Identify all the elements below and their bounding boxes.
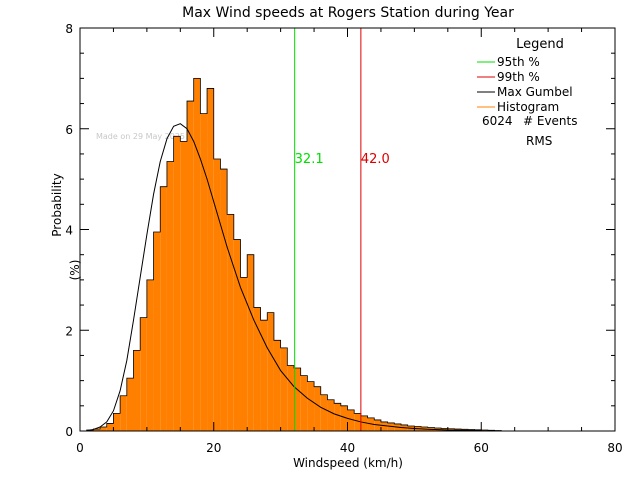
legend-item-label: Max Gumbel <box>497 85 573 99</box>
y-axis-label-line2: (%) <box>68 260 82 281</box>
y-tick-label: 6 <box>65 123 73 137</box>
gumbel-curve <box>86 123 482 431</box>
histogram-bar <box>307 381 315 431</box>
histogram-bar <box>387 422 395 431</box>
histogram-bar <box>220 169 228 432</box>
histogram-bar <box>374 419 381 431</box>
histogram-bar <box>200 113 208 431</box>
histogram-bar <box>300 375 308 431</box>
legend-item-label: 99th % <box>497 70 540 84</box>
y-axis-label-line1: Probability <box>50 173 64 236</box>
histogram-bar <box>267 312 274 431</box>
histogram-bar <box>280 347 288 431</box>
histogram-bar <box>106 423 114 431</box>
x-tick-label: 20 <box>206 441 221 455</box>
legend-item-label: 95th % <box>497 55 540 69</box>
x-tick-label: 0 <box>76 441 84 455</box>
histogram-bar <box>146 279 154 431</box>
histogram-bar <box>166 161 174 431</box>
legend-title: Legend <box>516 37 564 52</box>
histogram-bar <box>273 340 281 431</box>
histogram-bar <box>213 158 221 431</box>
legend-events-label: # Events <box>523 114 578 128</box>
histogram-bar <box>227 214 234 431</box>
histogram-bar <box>113 413 121 431</box>
histogram-bar <box>187 101 194 431</box>
histogram-bar <box>247 254 254 431</box>
histogram-bar <box>287 365 294 431</box>
watermark-text: Made on 29 May 2025 <box>96 132 185 141</box>
histogram-bar <box>233 239 241 431</box>
legend-rms-label: RMS <box>526 134 552 148</box>
histogram-bar <box>160 186 167 431</box>
histogram-bar <box>120 395 127 431</box>
histogram-outline <box>86 77 502 431</box>
histogram-bar <box>481 429 488 431</box>
percentile-label: 32.1 <box>295 152 324 167</box>
histogram-bar <box>100 426 107 431</box>
histogram-bar <box>354 413 361 431</box>
histogram-bar <box>327 399 335 431</box>
histogram-bar <box>193 78 201 431</box>
histogram-bar <box>253 307 261 431</box>
x-axis-label: Windspeed (km/h) <box>293 456 403 470</box>
histogram-bar <box>367 417 375 431</box>
histogram-bar <box>173 136 181 431</box>
x-tick-label: 60 <box>474 441 489 455</box>
histogram-bar <box>360 415 368 431</box>
histogram-bar <box>153 232 161 431</box>
histogram-bar <box>180 141 187 431</box>
histogram-bar <box>260 320 268 431</box>
histogram-bar <box>126 378 134 431</box>
percentile-label: 42.0 <box>361 152 390 167</box>
histogram-bar <box>294 368 301 431</box>
histogram-bar <box>347 409 355 431</box>
histogram-bar <box>380 421 388 431</box>
chart-title: Max Wind speeds at Rogers Station during… <box>182 5 514 21</box>
y-tick-label: 2 <box>65 324 73 338</box>
x-tick-label: 40 <box>340 441 355 455</box>
y-tick-label: 0 <box>65 425 73 439</box>
histogram-bar <box>320 394 328 431</box>
histogram-bar <box>314 386 321 431</box>
y-tick-label: 4 <box>65 224 73 238</box>
histogram-bar <box>240 277 248 431</box>
histogram-bar <box>334 403 341 431</box>
histogram-bar <box>93 428 101 431</box>
histogram-bar <box>207 88 214 431</box>
histogram-bar <box>133 350 141 431</box>
x-tick-label: 80 <box>607 441 622 455</box>
y-tick-label: 8 <box>65 22 73 36</box>
histogram-bar <box>340 405 348 431</box>
histogram-bar <box>140 317 147 431</box>
legend-item-label: Histogram <box>497 100 559 114</box>
legend-events-count: 6024 <box>482 114 513 128</box>
